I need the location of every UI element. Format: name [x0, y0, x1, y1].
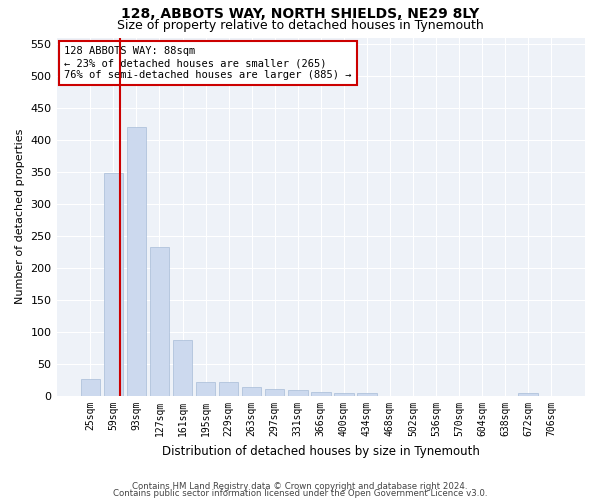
- Bar: [311, 392, 331, 396]
- Bar: [127, 127, 146, 396]
- Bar: [173, 340, 193, 396]
- Bar: [80, 379, 100, 396]
- Text: Contains HM Land Registry data © Crown copyright and database right 2024.: Contains HM Land Registry data © Crown c…: [132, 482, 468, 491]
- Bar: [242, 387, 262, 396]
- Bar: [219, 382, 238, 396]
- Bar: [288, 390, 308, 396]
- X-axis label: Distribution of detached houses by size in Tynemouth: Distribution of detached houses by size …: [162, 444, 480, 458]
- Text: Contains public sector information licensed under the Open Government Licence v3: Contains public sector information licen…: [113, 489, 487, 498]
- Bar: [518, 393, 538, 396]
- Bar: [149, 247, 169, 396]
- Bar: [265, 389, 284, 396]
- Text: 128, ABBOTS WAY, NORTH SHIELDS, NE29 8LY: 128, ABBOTS WAY, NORTH SHIELDS, NE29 8LY: [121, 8, 479, 22]
- Bar: [357, 393, 377, 396]
- Bar: [104, 173, 123, 396]
- Bar: [334, 393, 353, 396]
- Text: Size of property relative to detached houses in Tynemouth: Size of property relative to detached ho…: [116, 19, 484, 32]
- Text: 128 ABBOTS WAY: 88sqm
← 23% of detached houses are smaller (265)
76% of semi-det: 128 ABBOTS WAY: 88sqm ← 23% of detached …: [64, 46, 352, 80]
- Bar: [196, 382, 215, 396]
- Y-axis label: Number of detached properties: Number of detached properties: [15, 129, 25, 304]
